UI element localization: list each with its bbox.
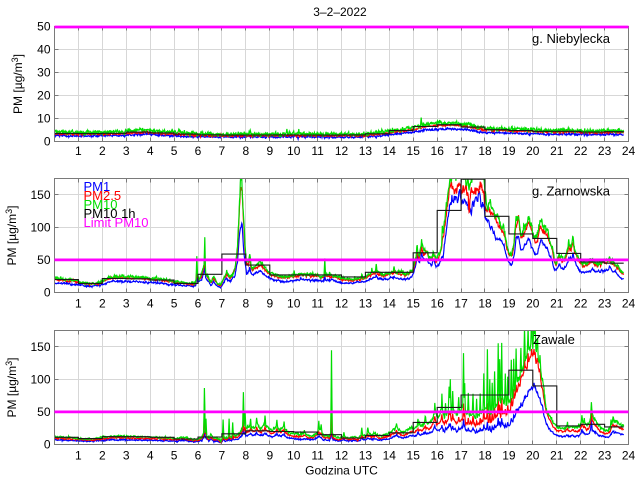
svg-text:20: 20 xyxy=(37,89,51,103)
svg-text:14: 14 xyxy=(383,449,397,463)
svg-text:5: 5 xyxy=(171,296,178,310)
svg-text:21: 21 xyxy=(550,449,564,463)
svg-text:5: 5 xyxy=(171,449,178,463)
svg-text:8: 8 xyxy=(242,144,249,158)
svg-text:23: 23 xyxy=(598,144,612,158)
svg-text:18: 18 xyxy=(478,449,492,463)
svg-text:10: 10 xyxy=(37,112,51,126)
svg-text:PM10 1h: PM10 1h xyxy=(84,206,136,221)
svg-text:0: 0 xyxy=(44,438,51,452)
svg-text:2: 2 xyxy=(99,144,106,158)
svg-text:12: 12 xyxy=(335,296,349,310)
svg-text:14: 14 xyxy=(383,296,397,310)
svg-text:PM [µg/m3]: PM [µg/m3] xyxy=(4,206,19,266)
svg-text:Godzina UTC: Godzina UTC xyxy=(305,464,378,478)
svg-text:Limit PM10: Limit PM10 xyxy=(84,215,149,230)
svg-text:16: 16 xyxy=(431,296,445,310)
svg-text:20: 20 xyxy=(526,296,540,310)
svg-text:24: 24 xyxy=(622,296,636,310)
svg-text:50: 50 xyxy=(37,253,51,267)
svg-text:0: 0 xyxy=(44,135,51,149)
svg-text:4: 4 xyxy=(147,296,154,310)
svg-text:3–2–2022: 3–2–2022 xyxy=(313,5,367,19)
svg-text:40: 40 xyxy=(37,43,51,57)
svg-text:1: 1 xyxy=(75,144,82,158)
svg-text:4: 4 xyxy=(147,144,154,158)
svg-text:17: 17 xyxy=(454,144,468,158)
svg-text:9: 9 xyxy=(266,449,273,463)
svg-text:19: 19 xyxy=(502,144,516,158)
svg-text:PM1: PM1 xyxy=(84,179,111,194)
svg-text:10: 10 xyxy=(287,296,301,310)
svg-text:17: 17 xyxy=(454,296,468,310)
svg-text:9: 9 xyxy=(266,144,273,158)
svg-text:13: 13 xyxy=(359,449,373,463)
svg-text:4: 4 xyxy=(147,449,154,463)
svg-text:13: 13 xyxy=(359,144,373,158)
svg-text:100: 100 xyxy=(30,221,50,235)
svg-text:PM10: PM10 xyxy=(84,197,118,212)
svg-text:16: 16 xyxy=(431,144,445,158)
svg-text:21: 21 xyxy=(550,144,564,158)
svg-text:8: 8 xyxy=(242,296,249,310)
svg-text:150: 150 xyxy=(30,188,50,202)
svg-text:22: 22 xyxy=(574,144,588,158)
svg-text:6: 6 xyxy=(195,144,202,158)
svg-text:20: 20 xyxy=(526,144,540,158)
svg-text:Zawale: Zawale xyxy=(533,332,575,347)
svg-text:5: 5 xyxy=(171,144,178,158)
svg-text:PM [µg/m3]: PM [µg/m3] xyxy=(4,358,19,418)
svg-text:10: 10 xyxy=(287,144,301,158)
svg-text:15: 15 xyxy=(407,449,421,463)
svg-text:PM2.5: PM2.5 xyxy=(84,188,122,203)
svg-text:6: 6 xyxy=(195,296,202,310)
svg-text:50: 50 xyxy=(37,20,51,34)
svg-text:16: 16 xyxy=(431,449,445,463)
svg-text:2: 2 xyxy=(99,449,106,463)
svg-text:3: 3 xyxy=(123,144,130,158)
svg-text:17: 17 xyxy=(454,449,468,463)
svg-text:PM [µg/m3]: PM [µg/m3] xyxy=(10,54,25,114)
svg-text:23: 23 xyxy=(598,449,612,463)
svg-text:30: 30 xyxy=(37,66,51,80)
svg-text:11: 11 xyxy=(311,296,324,310)
svg-text:11: 11 xyxy=(311,449,324,463)
svg-text:10: 10 xyxy=(287,449,301,463)
svg-text:18: 18 xyxy=(478,296,492,310)
svg-text:15: 15 xyxy=(407,144,421,158)
svg-text:14: 14 xyxy=(383,144,397,158)
svg-text:15: 15 xyxy=(407,296,421,310)
svg-text:24: 24 xyxy=(622,449,636,463)
svg-text:11: 11 xyxy=(311,144,324,158)
svg-text:23: 23 xyxy=(598,296,612,310)
svg-text:21: 21 xyxy=(550,296,564,310)
svg-text:7: 7 xyxy=(219,296,226,310)
svg-text:22: 22 xyxy=(574,449,588,463)
svg-text:150: 150 xyxy=(30,340,50,354)
svg-text:8: 8 xyxy=(242,449,249,463)
svg-text:3: 3 xyxy=(123,296,130,310)
svg-text:6: 6 xyxy=(195,449,202,463)
svg-text:g. Zarnowska: g. Zarnowska xyxy=(532,184,611,199)
svg-text:7: 7 xyxy=(219,449,226,463)
svg-text:22: 22 xyxy=(574,296,588,310)
svg-text:19: 19 xyxy=(502,296,516,310)
svg-text:3: 3 xyxy=(123,449,130,463)
svg-text:19: 19 xyxy=(502,449,516,463)
svg-text:1: 1 xyxy=(75,296,82,310)
svg-text:0: 0 xyxy=(44,286,51,300)
svg-text:12: 12 xyxy=(335,144,349,158)
svg-text:7: 7 xyxy=(219,144,226,158)
svg-text:20: 20 xyxy=(526,449,540,463)
svg-text:g. Niebylecka: g. Niebylecka xyxy=(532,31,611,46)
svg-text:2: 2 xyxy=(99,296,106,310)
svg-text:24: 24 xyxy=(622,144,636,158)
svg-text:12: 12 xyxy=(335,449,349,463)
svg-text:18: 18 xyxy=(478,144,492,158)
svg-text:1: 1 xyxy=(75,449,82,463)
svg-text:50: 50 xyxy=(37,405,51,419)
svg-text:9: 9 xyxy=(266,296,273,310)
svg-text:13: 13 xyxy=(359,296,373,310)
svg-text:100: 100 xyxy=(30,373,50,387)
